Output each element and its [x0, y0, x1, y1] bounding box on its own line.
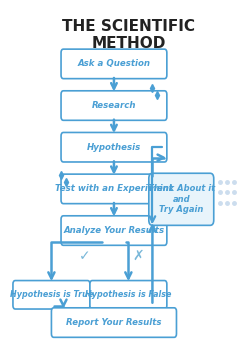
FancyBboxPatch shape	[61, 216, 167, 245]
Text: Think About it
and
Try Again: Think About it and Try Again	[148, 184, 215, 214]
FancyBboxPatch shape	[61, 91, 167, 120]
FancyBboxPatch shape	[61, 174, 167, 204]
FancyBboxPatch shape	[61, 49, 167, 79]
Text: Test with an Experiment: Test with an Experiment	[55, 184, 173, 194]
FancyBboxPatch shape	[13, 281, 90, 309]
Text: Hypothesis is True: Hypothesis is True	[10, 290, 93, 299]
Text: Report Your Results: Report Your Results	[66, 318, 162, 327]
Text: Ask a Question: Ask a Question	[78, 60, 150, 68]
Text: Research: Research	[92, 101, 136, 110]
Text: Hypothesis is False: Hypothesis is False	[85, 290, 172, 299]
Text: THE SCIENTIFIC
METHOD: THE SCIENTIFIC METHOD	[62, 19, 195, 51]
Text: Analyze Your Results: Analyze Your Results	[64, 226, 164, 235]
FancyBboxPatch shape	[149, 173, 214, 225]
Text: ✓: ✓	[79, 249, 91, 263]
FancyBboxPatch shape	[52, 308, 176, 337]
FancyBboxPatch shape	[90, 281, 167, 309]
Text: ✗: ✗	[132, 249, 144, 263]
FancyBboxPatch shape	[61, 132, 167, 162]
Text: Hypothesis: Hypothesis	[87, 143, 141, 152]
